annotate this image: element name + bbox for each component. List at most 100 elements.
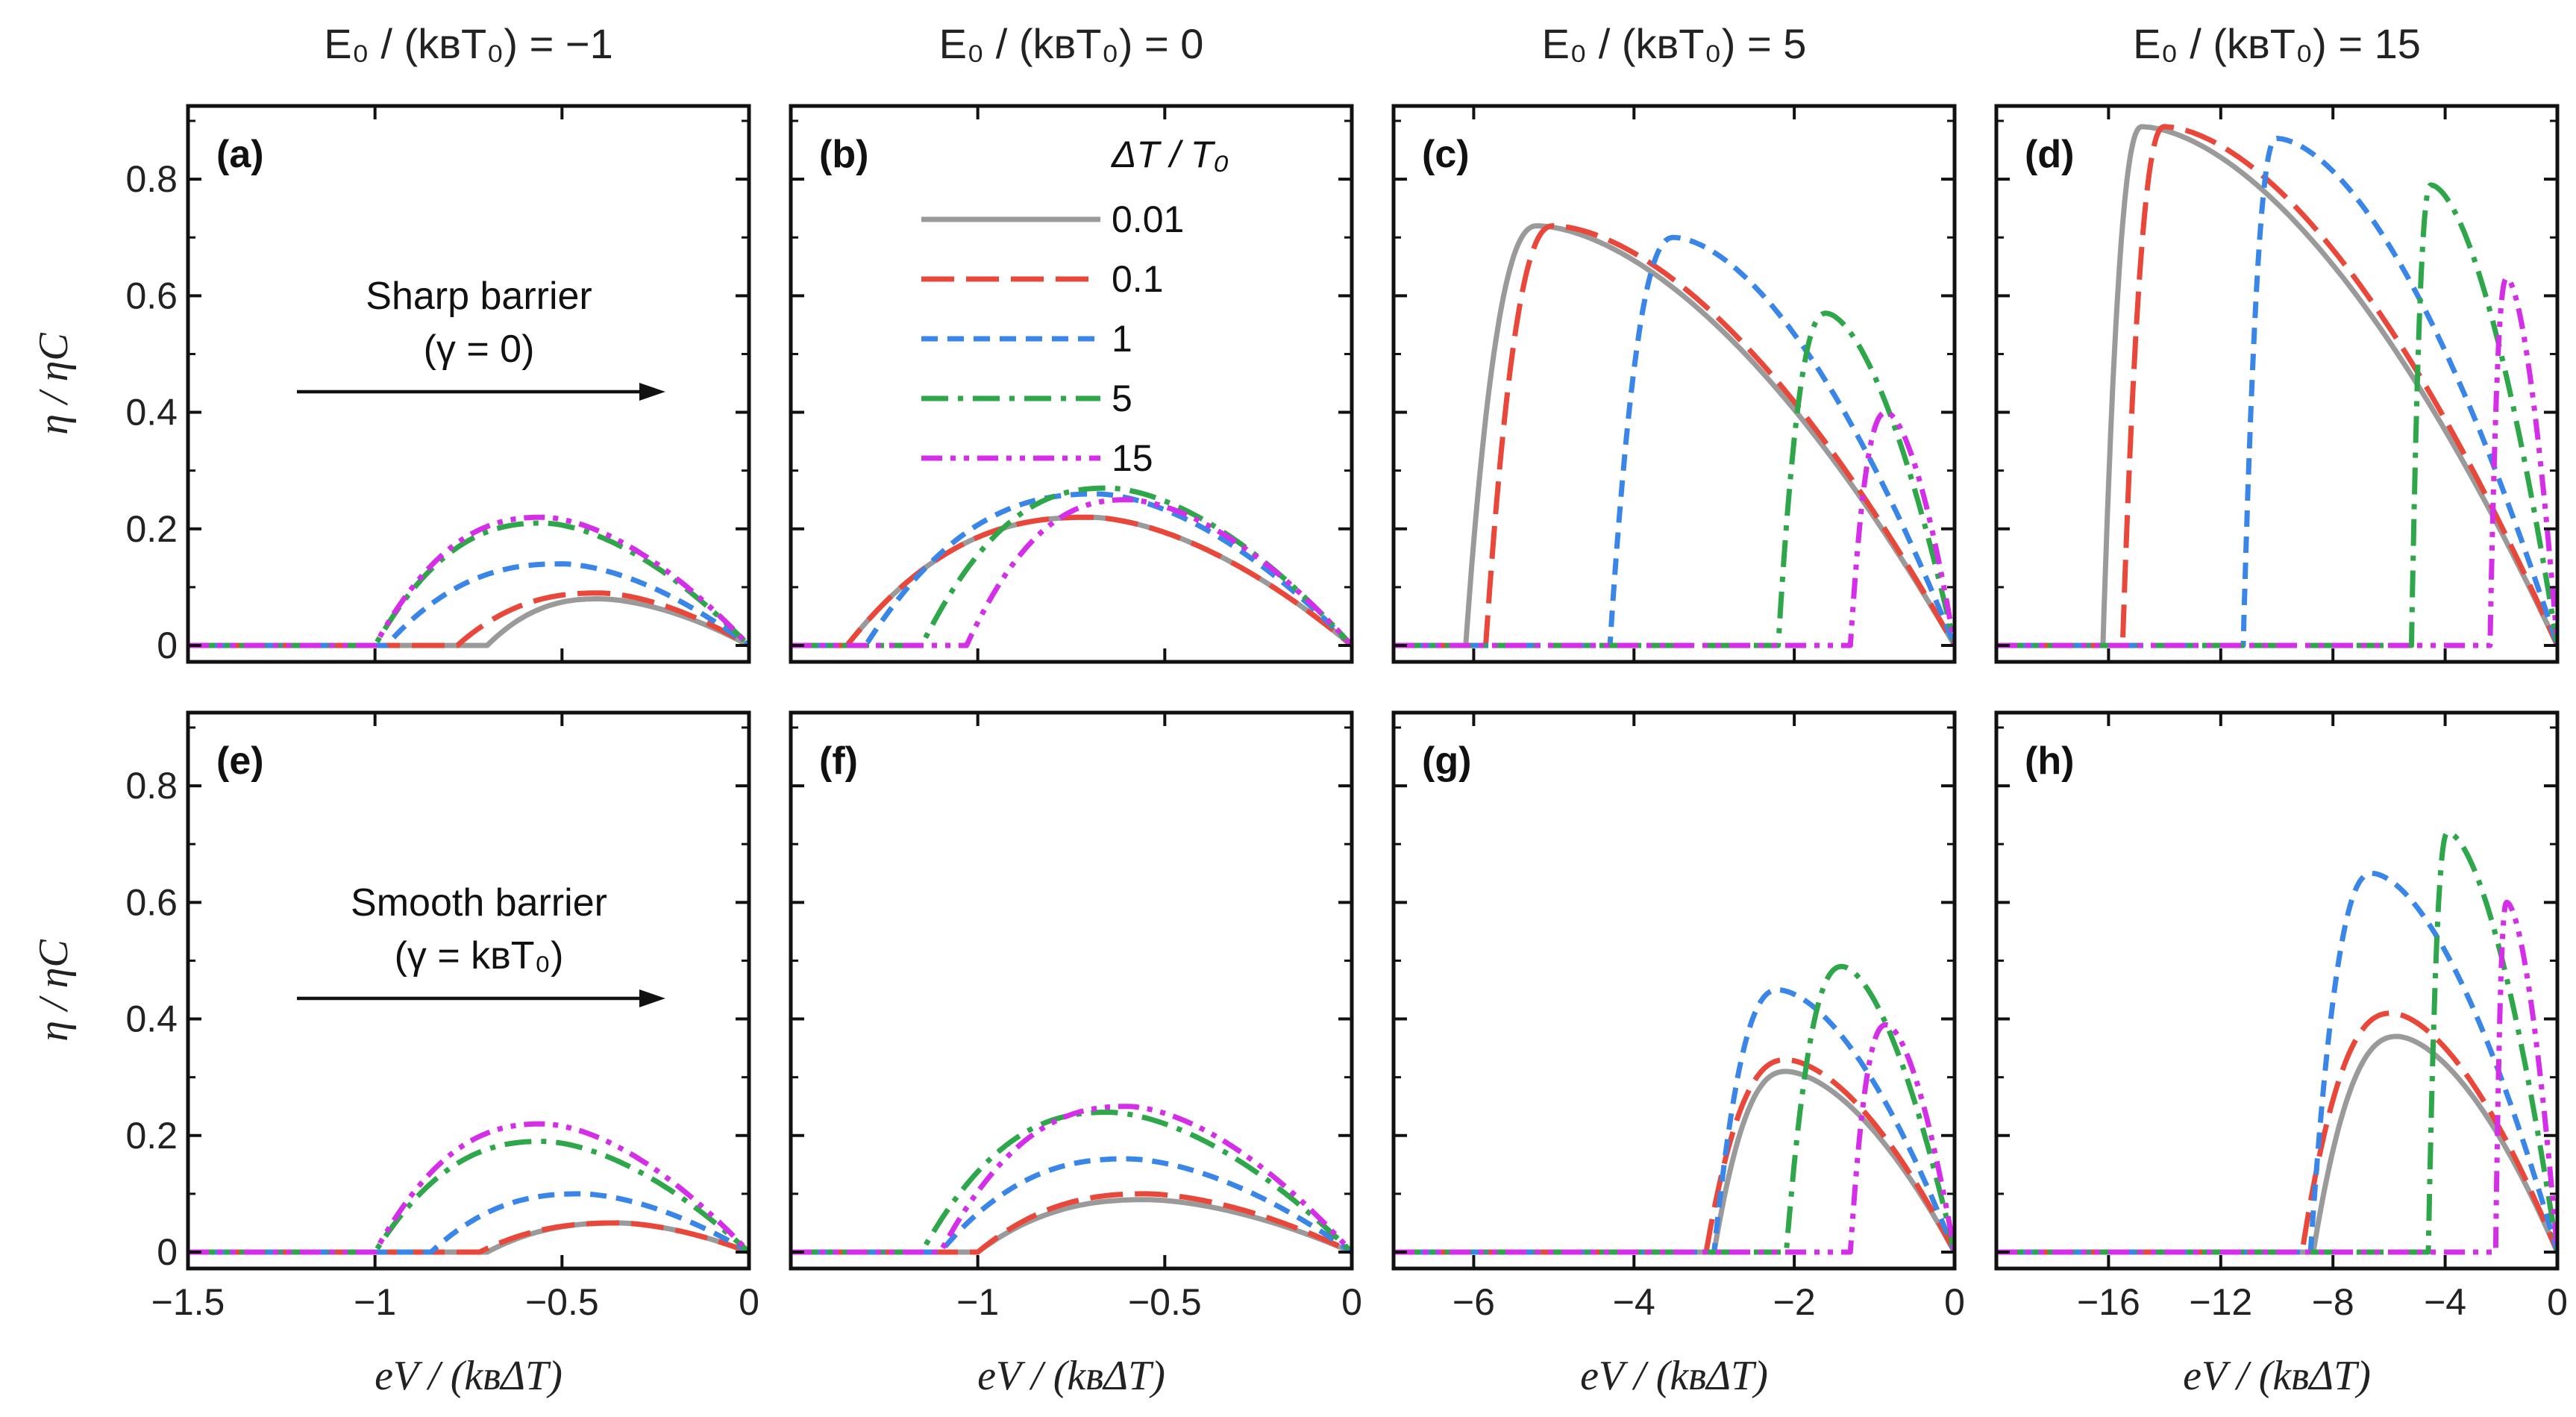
panel-label: (e) <box>216 739 264 783</box>
x-tick-label: −8 <box>2312 1281 2354 1323</box>
column-title: E₀ / (kʙT₀) = −1 <box>324 20 612 67</box>
column-title: E₀ / (kʙT₀) = 0 <box>939 20 1204 67</box>
y-tick-label: 0 <box>157 625 178 666</box>
y-tick-label: 0.8 <box>125 765 178 807</box>
series-group <box>1996 124 2557 648</box>
legend-label: 5 <box>1112 378 1132 419</box>
legend-label: 1 <box>1112 318 1132 360</box>
series-line-0.1 <box>1394 1057 1955 1255</box>
x-tick-label: −6 <box>1452 1281 1495 1323</box>
panel-frame <box>186 104 751 664</box>
panel-label: (b) <box>819 133 868 176</box>
series-group <box>1996 830 2557 1255</box>
panel-label: (c) <box>1422 133 1470 176</box>
series-line-5 <box>1394 310 1955 648</box>
y-tick-label: 0.6 <box>125 881 178 923</box>
x-tick-label: −4 <box>2424 1281 2466 1323</box>
y-tick-label: 0.4 <box>125 392 178 434</box>
series-line-1 <box>188 1191 749 1255</box>
y-tick-label: 0.2 <box>125 508 178 550</box>
x-axis-title: eV / (kʙΔT) <box>1580 1353 1768 1399</box>
panel-label: (d) <box>2025 133 2074 176</box>
x-tick-label: −1.5 <box>151 1281 225 1323</box>
annotation-line2: (γ = kʙT₀) <box>395 934 564 977</box>
legend-label: 15 <box>1112 437 1153 479</box>
x-tick-label: −2 <box>1773 1281 1816 1323</box>
series-line-0.1 <box>188 590 749 648</box>
x-tick-label: −12 <box>2189 1281 2252 1323</box>
series-line-0.01 <box>1394 223 1955 648</box>
series-line-0.01 <box>188 1220 749 1255</box>
y-tick-label: 0 <box>157 1231 178 1273</box>
x-axis-title: eV / (kʙΔT) <box>2183 1353 2371 1399</box>
legend-title: ΔT / T₀ <box>1111 134 1229 175</box>
series-line-5 <box>791 1110 1352 1255</box>
annotation-line1: Sharp barrier <box>366 275 592 318</box>
panel-frame <box>186 710 751 1271</box>
series-line-0.1 <box>1394 223 1955 648</box>
panel-c: (c) <box>1391 104 1957 664</box>
y-tick-label: 0.2 <box>125 1115 178 1157</box>
series-line-15 <box>1996 899 2557 1255</box>
series-group <box>1394 223 1955 648</box>
x-tick-label: −1 <box>956 1281 999 1323</box>
panel-label: (f) <box>819 739 858 783</box>
panel-frame <box>789 710 1354 1271</box>
series-line-15 <box>1394 1022 1955 1255</box>
series-line-1 <box>1996 870 2557 1255</box>
series-line-1 <box>791 1156 1352 1255</box>
panel-label: (h) <box>2025 739 2074 783</box>
series-line-1 <box>1394 987 1955 1255</box>
y-tick-label: 0.8 <box>125 158 178 200</box>
panel-a: 0 0.2 0.4 0.6 0.8 (a) Sharp barrier (γ = 0) <box>125 104 751 666</box>
x-tick-label: −0.5 <box>525 1281 599 1323</box>
series-line-0.01 <box>791 514 1352 648</box>
annotation-line2: (γ = 0) <box>424 328 535 371</box>
annotation-line1: Smooth barrier <box>351 881 607 925</box>
y-axis-title: η / ηC <box>31 939 77 1042</box>
x-tick-label: 0 <box>1944 1281 1965 1323</box>
series-line-0.1 <box>188 1220 749 1255</box>
y-tick-label: 0.6 <box>125 275 178 316</box>
legend-label: 0.1 <box>1112 258 1164 300</box>
series-line-1 <box>791 491 1352 648</box>
series-line-5 <box>791 485 1352 648</box>
series-line-5 <box>1394 963 1955 1255</box>
series-group <box>1394 963 1955 1255</box>
series-line-15 <box>188 514 749 648</box>
series-line-0.1 <box>791 514 1352 648</box>
x-tick-label: −4 <box>1613 1281 1655 1323</box>
series-line-15 <box>791 497 1352 648</box>
y-axis-title: η / ηC <box>31 333 77 435</box>
series-group <box>791 1104 1352 1255</box>
panel-frame <box>1994 710 2560 1271</box>
panel-frame <box>1391 104 1957 664</box>
x-axis-title: eV / (kʙΔT) <box>977 1353 1165 1399</box>
series-group <box>188 514 749 648</box>
column-title: E₀ / (kʙT₀) = 15 <box>2133 20 2421 67</box>
series-line-15 <box>1394 410 1955 648</box>
series-line-0.1 <box>1996 124 2557 648</box>
y-tick-label: 0.4 <box>125 998 178 1040</box>
panel-e: 0 0.2 0.4 0.6 0.8 −1.5 −1 −0.5 0 (e) Smooth barrie… <box>125 710 759 1323</box>
x-tick-label: −1 <box>354 1281 396 1323</box>
series-line-0.01 <box>791 1197 1352 1255</box>
series-line-5 <box>1996 830 2557 1255</box>
panel-label: (a) <box>216 133 264 176</box>
panel-label: (g) <box>1422 739 1471 783</box>
series-line-0.01 <box>1394 1069 1955 1255</box>
panel-f: −1 −0.5 0 (f) <box>789 710 1362 1323</box>
x-axis-title: eV / (kʙΔT) <box>375 1353 562 1399</box>
panel-frame <box>1994 104 2560 664</box>
panel-d: (d) <box>1994 104 2560 664</box>
series-line-0.1 <box>1996 1010 2557 1255</box>
series-line-1 <box>188 561 749 648</box>
x-tick-label: 0 <box>739 1281 759 1323</box>
series-line-1 <box>1394 234 1955 648</box>
series-line-15 <box>791 1104 1352 1255</box>
panel-frame <box>789 104 1354 664</box>
series-line-0.01 <box>1996 124 2557 648</box>
panel-h: −16 −12 −8 −4 0 (h) <box>1994 710 2568 1323</box>
series-line-5 <box>1996 182 2557 648</box>
